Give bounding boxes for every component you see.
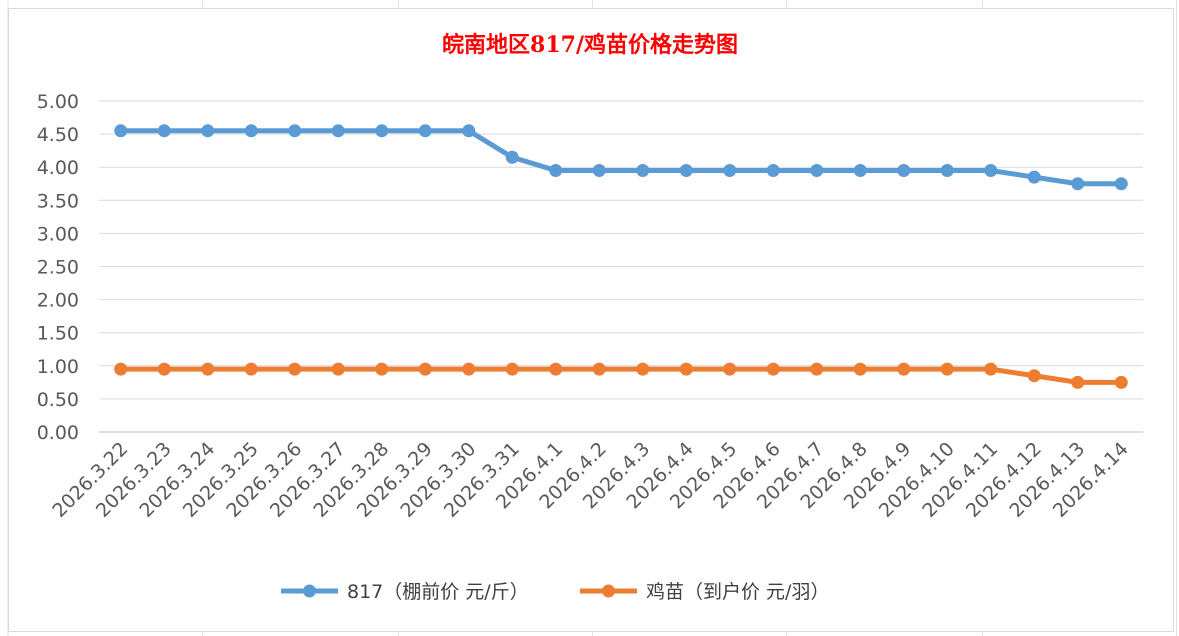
data-point[interactable] <box>157 362 171 376</box>
series-2 <box>114 362 1128 389</box>
y-tick-label: 5.00 <box>37 91 79 113</box>
data-point[interactable] <box>1071 375 1085 389</box>
data-point[interactable] <box>853 164 867 178</box>
data-point[interactable] <box>636 362 650 376</box>
y-tick-label: 2.00 <box>37 290 79 312</box>
data-point[interactable] <box>201 124 215 138</box>
data-point[interactable] <box>766 362 780 376</box>
data-point[interactable] <box>418 124 432 138</box>
gridlines <box>99 100 1143 433</box>
y-tick-label: 4.00 <box>37 157 79 179</box>
y-tick-label: 1.50 <box>37 323 79 345</box>
data-point[interactable] <box>462 124 476 138</box>
data-point[interactable] <box>201 362 215 376</box>
data-point[interactable] <box>288 124 302 138</box>
y-tick-label: 3.50 <box>37 190 79 212</box>
data-point[interactable] <box>549 164 563 178</box>
y-tick-label: 0.00 <box>37 422 79 444</box>
data-point[interactable] <box>810 362 824 376</box>
data-point[interactable] <box>114 124 128 138</box>
data-point[interactable] <box>1114 375 1128 389</box>
chart-area[interactable] <box>8 8 1174 632</box>
y-tick-label: 4.50 <box>37 124 79 146</box>
y-tick-label: 1.00 <box>37 356 79 378</box>
data-point[interactable] <box>331 362 345 376</box>
data-point[interactable] <box>1114 177 1128 191</box>
data-point[interactable] <box>679 362 693 376</box>
series-1 <box>114 124 1128 191</box>
data-point[interactable] <box>244 124 258 138</box>
chart-title: 皖南地区817/鸡苗价格走势图 <box>442 32 738 58</box>
legend-label: 鸡苗（到户价 元/羽） <box>646 581 829 603</box>
data-point[interactable] <box>636 164 650 178</box>
data-point[interactable] <box>592 164 606 178</box>
y-tick-label: 0.50 <box>37 389 79 411</box>
data-point[interactable] <box>940 362 954 376</box>
data-point[interactable] <box>897 362 911 376</box>
series-layer <box>114 124 1128 389</box>
data-point[interactable] <box>1027 369 1041 383</box>
data-point[interactable] <box>462 362 476 376</box>
data-point[interactable] <box>157 124 171 138</box>
legend-marker <box>303 584 316 598</box>
legend-marker <box>602 584 615 598</box>
legend[interactable]: 817（棚前价 元/斤） 鸡苗（到户价 元/羽） <box>281 581 829 603</box>
data-point[interactable] <box>418 362 432 376</box>
y-tick-label: 3.00 <box>37 223 79 245</box>
series-line <box>120 366 1122 385</box>
data-point[interactable] <box>723 164 737 178</box>
series-line <box>120 128 1122 187</box>
data-point[interactable] <box>1027 170 1041 184</box>
data-point[interactable] <box>766 164 780 178</box>
data-point[interactable] <box>853 362 867 376</box>
data-point[interactable] <box>288 362 302 376</box>
data-point[interactable] <box>984 362 998 376</box>
data-point[interactable] <box>679 164 693 178</box>
data-point[interactable] <box>244 362 258 376</box>
y-tick-label: 2.50 <box>37 257 79 279</box>
legend-item-2[interactable]: 鸡苗（到户价 元/羽） <box>580 581 829 603</box>
data-point[interactable] <box>810 164 824 178</box>
data-point[interactable] <box>114 362 128 376</box>
data-point[interactable] <box>331 124 345 138</box>
data-point[interactable] <box>592 362 606 376</box>
data-point[interactable] <box>375 362 389 376</box>
data-point[interactable] <box>940 164 954 178</box>
data-point[interactable] <box>723 362 737 376</box>
data-point[interactable] <box>984 164 998 178</box>
data-point[interactable] <box>549 362 563 376</box>
legend-label: 817（棚前价 元/斤） <box>347 581 529 603</box>
data-point[interactable] <box>1071 177 1085 191</box>
data-point[interactable] <box>505 150 519 164</box>
data-point[interactable] <box>505 362 519 376</box>
data-point[interactable] <box>897 164 911 178</box>
y-axis-ticks: 0.00 0.50 1.00 1.50 2.00 2.50 3.00 3.50 4.00 4.50… <box>37 91 79 444</box>
legend-item-1[interactable]: 817（棚前价 元/斤） <box>281 581 529 603</box>
data-point[interactable] <box>375 124 389 138</box>
x-axis-ticks: 2026.3.222026.3.232026.3.242026.3.252026… <box>48 438 1132 522</box>
